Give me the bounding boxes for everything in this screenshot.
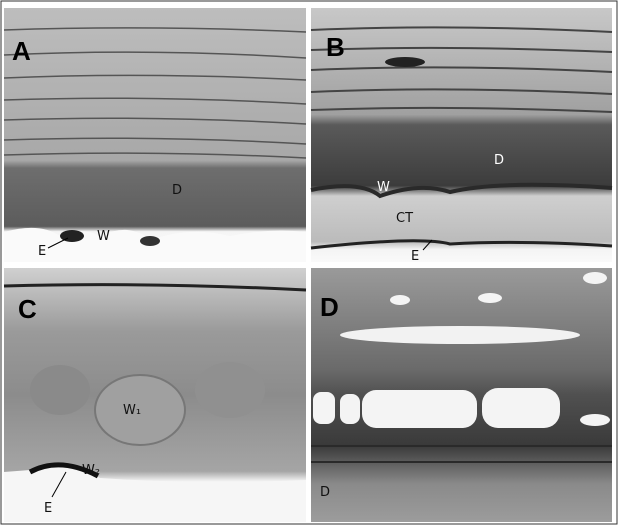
panel-label: E xyxy=(44,501,52,516)
panel-label: D xyxy=(172,183,182,198)
striations xyxy=(310,26,613,113)
panel-b: B D W CT E xyxy=(310,8,613,264)
boundary xyxy=(310,182,613,199)
panel-label: W₂ xyxy=(82,463,100,478)
panel-label: W xyxy=(377,180,390,195)
panel-letter: D xyxy=(320,292,339,322)
panel-letter: C xyxy=(18,294,37,324)
striations xyxy=(311,445,612,463)
vacuoles xyxy=(313,272,610,428)
edge xyxy=(310,239,613,250)
edge-line xyxy=(28,462,100,479)
pointer xyxy=(47,237,69,249)
panel-label: W₁ xyxy=(123,403,141,418)
edge xyxy=(4,464,306,522)
panel-label: E xyxy=(38,244,46,259)
panel-letter: B xyxy=(326,32,345,62)
panel-letter: A xyxy=(12,36,31,66)
striation xyxy=(3,283,307,292)
panel-label: D xyxy=(320,485,330,500)
panel-d: D D xyxy=(311,268,612,522)
whorl xyxy=(30,365,90,415)
blob xyxy=(385,57,425,67)
striations xyxy=(3,27,307,159)
blob xyxy=(140,236,160,246)
micrograph xyxy=(4,8,306,262)
whorl xyxy=(195,362,265,418)
panel-label: W xyxy=(97,229,110,244)
panel-label: CT xyxy=(396,211,413,226)
whorl xyxy=(94,374,186,446)
panel-c: C W₁ W₂ E xyxy=(3,268,307,522)
panel-label: D xyxy=(494,153,504,168)
micrograph xyxy=(311,8,612,262)
vacuole xyxy=(340,326,580,344)
panel-label: E xyxy=(411,249,419,264)
pointer xyxy=(51,471,67,498)
pointer xyxy=(422,239,433,251)
panel-a: A D W E xyxy=(3,8,307,262)
